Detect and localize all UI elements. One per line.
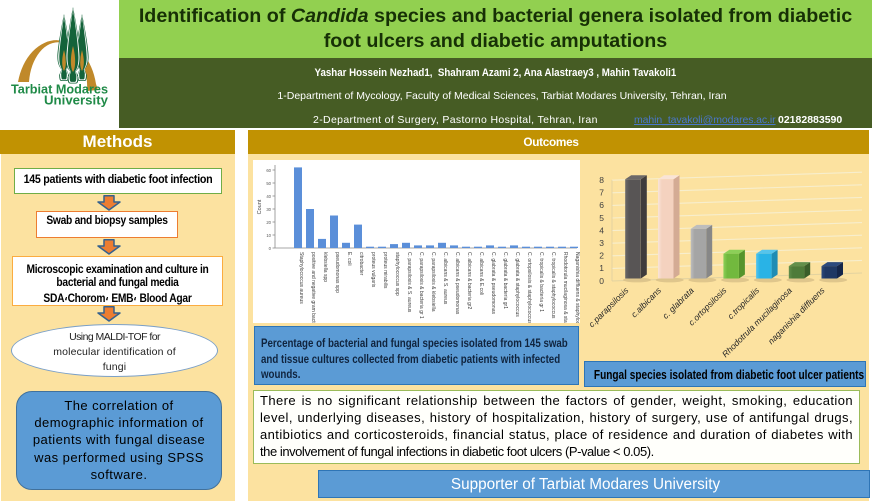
svg-text:Rhodotorula mucilaginosa & sta: Rhodotorula mucilaginosa & staphylococcu… bbox=[562, 252, 568, 323]
svg-text:C. albicans & pseudomonas: C. albicans & pseudomonas bbox=[454, 252, 460, 315]
svg-text:50: 50 bbox=[266, 181, 271, 186]
svg-text:proteus vulgaris: proteus vulgaris bbox=[370, 252, 376, 288]
svg-text:E. coli: E. coli bbox=[346, 252, 352, 266]
svg-text:6: 6 bbox=[599, 200, 604, 210]
svg-text:40: 40 bbox=[266, 194, 271, 199]
svg-text:3: 3 bbox=[599, 238, 604, 248]
svg-text:pseudomonas spp: pseudomonas spp bbox=[334, 252, 340, 293]
svg-text:C. parapsilosis & klebsiella: C. parapsilosis & klebsiella bbox=[430, 252, 436, 312]
svg-text:7: 7 bbox=[599, 188, 604, 198]
svg-text:0: 0 bbox=[269, 246, 272, 251]
svg-text:proteus mirabilis: proteus mirabilis bbox=[382, 252, 388, 289]
svg-text:naganishia diffluens: naganishia diffluens bbox=[766, 285, 827, 346]
svg-text:0: 0 bbox=[599, 276, 604, 286]
svg-text:C. tropicalis & bacteria gr 1: C. tropicalis & bacteria gr 1 bbox=[538, 252, 544, 312]
svg-text:C. glabrata & staphylococcus: C. glabrata & staphylococcus bbox=[514, 252, 520, 317]
svg-text:citrobacter: citrobacter bbox=[358, 252, 364, 276]
svg-text:C. tropicalis & staphylococcus: C. tropicalis & staphylococcus bbox=[550, 252, 556, 319]
svg-text:positive and negative gram bac: positive and negative gram bacteria bbox=[310, 252, 316, 323]
svg-text:University: University bbox=[44, 93, 109, 108]
svg-text:Staphylococcus aureus: Staphylococcus aureus bbox=[298, 252, 304, 304]
svg-text:klebsiella spp: klebsiella spp bbox=[322, 252, 328, 282]
svg-text:8: 8 bbox=[599, 175, 604, 185]
svg-text:1: 1 bbox=[599, 263, 604, 273]
svg-text:staphylococcus spp: staphylococcus spp bbox=[394, 252, 400, 296]
svg-text:c.albicans: c.albicans bbox=[629, 285, 664, 320]
svg-text:c.parapsilosis: c.parapsilosis bbox=[590, 285, 631, 329]
svg-text:C. albicans & S. aureus: C. albicans & S. aureus bbox=[442, 252, 448, 305]
svg-text:C. parapsilosis & bacteria gr: C. parapsilosis & bacteria gr 1 bbox=[418, 252, 424, 319]
svg-text:Tarbiat Modares: Tarbiat Modares bbox=[11, 82, 108, 97]
svg-text:Naganishia diffluens & staphyl: Naganishia diffluens & staphylococcus bbox=[574, 252, 580, 323]
svg-text:20: 20 bbox=[266, 220, 271, 225]
svg-text:C. albicans & E.coli: C. albicans & E.coli bbox=[478, 252, 484, 295]
svg-text:C. albicans & bacteria gr2: C. albicans & bacteria gr2 bbox=[466, 252, 472, 309]
svg-text:10: 10 bbox=[266, 233, 271, 238]
svg-text:60: 60 bbox=[266, 168, 271, 173]
svg-text:C. glabrata & pseudomonas: C. glabrata & pseudomonas bbox=[490, 252, 496, 314]
svg-text:4: 4 bbox=[599, 225, 604, 235]
svg-text:30: 30 bbox=[266, 207, 271, 212]
svg-text:2: 2 bbox=[599, 251, 604, 261]
svg-text:C. ortopsilosis & staphylococc: C. ortopsilosis & staphylococcus bbox=[526, 252, 532, 323]
svg-text:C. parapsilosis & S. aureus: C. parapsilosis & S. aureus bbox=[406, 252, 412, 313]
svg-text:Count: Count bbox=[257, 199, 263, 214]
svg-text:5: 5 bbox=[599, 213, 604, 223]
svg-text:C. glabrata & bacteria gr1: C. glabrata & bacteria gr1 bbox=[502, 252, 508, 309]
